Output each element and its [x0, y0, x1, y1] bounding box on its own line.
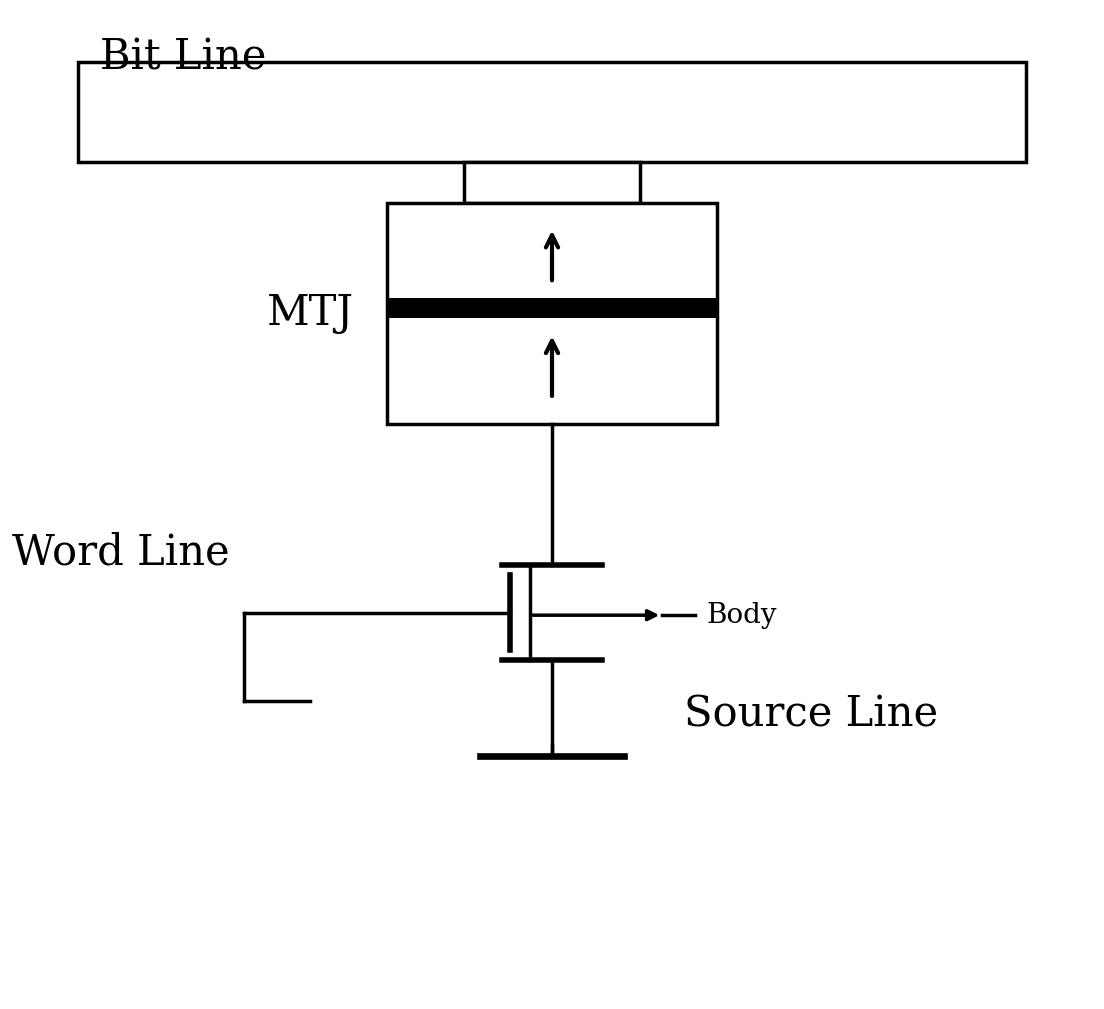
Text: Word Line: Word Line — [12, 532, 230, 573]
Text: MTJ: MTJ — [267, 293, 353, 334]
Bar — [78, 62, 1026, 162]
Bar — [386, 299, 718, 319]
Bar — [464, 162, 640, 203]
Text: Body: Body — [707, 601, 777, 629]
Text: Bit Line: Bit Line — [100, 36, 267, 79]
Text: Source Line: Source Line — [684, 694, 938, 736]
Bar — [386, 203, 718, 424]
